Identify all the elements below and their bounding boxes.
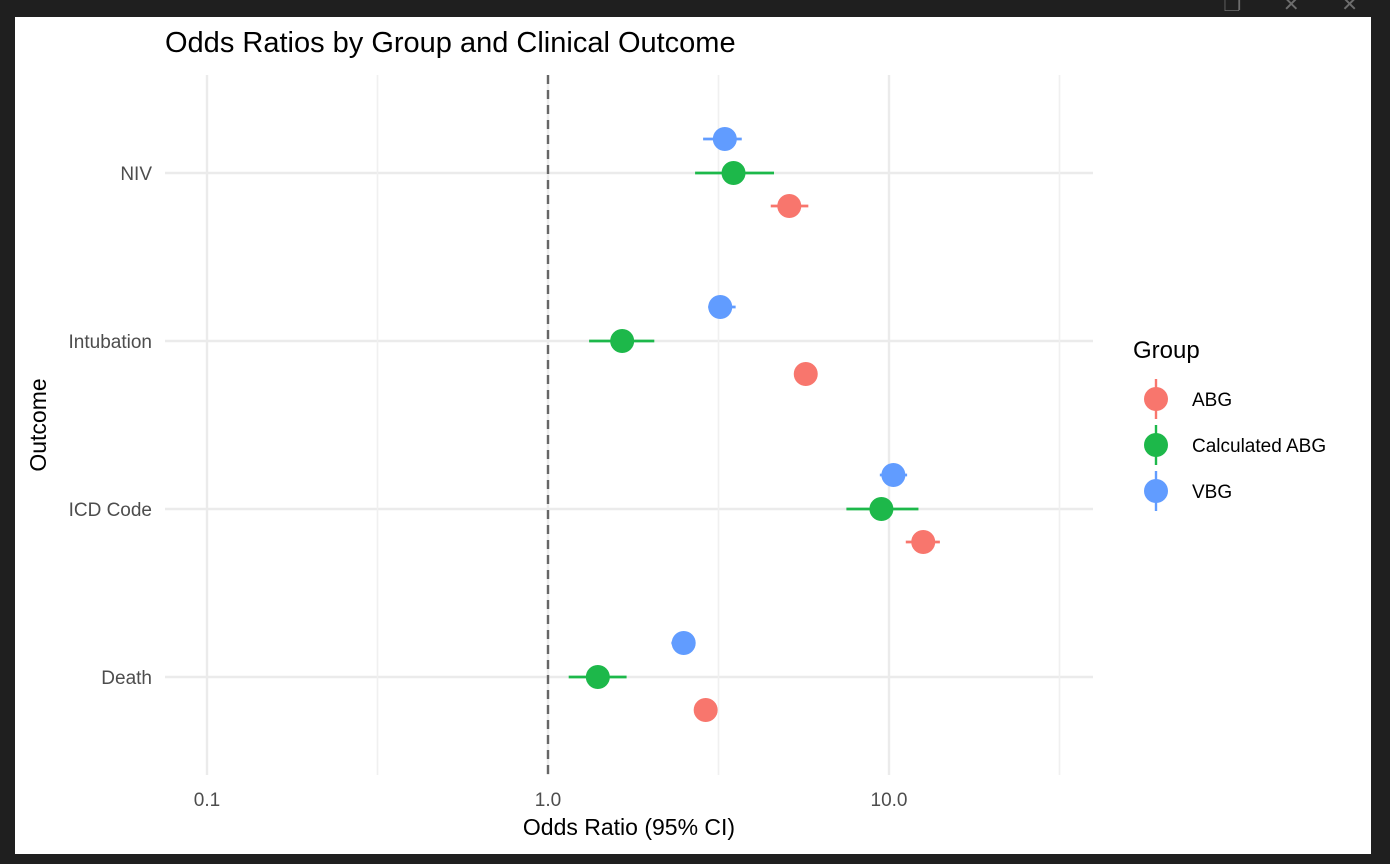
point-vbg-niv bbox=[712, 127, 737, 151]
x-axis-title: Odds Ratio (95% CI) bbox=[523, 814, 735, 840]
point-vbg-intubation bbox=[708, 295, 733, 319]
point-vbg-icd-code bbox=[881, 463, 906, 487]
y-tick-label: Death bbox=[101, 668, 152, 689]
x-tick-label: 1.0 bbox=[535, 790, 561, 811]
legend-key-vbg bbox=[1144, 479, 1168, 503]
data-marks bbox=[568, 127, 940, 722]
grid-lines bbox=[165, 75, 1093, 775]
x-tick-label: 10.0 bbox=[871, 790, 908, 811]
y-tick-label: NIV bbox=[120, 164, 152, 185]
legend-label-vbg: VBG bbox=[1192, 482, 1232, 503]
minimize-icon[interactable]: ✕ bbox=[1282, 0, 1318, 16]
point-abg-icd-code bbox=[911, 530, 936, 554]
y-axis-title: Outcome bbox=[25, 378, 51, 471]
legend-key-abg bbox=[1144, 387, 1168, 411]
legend-key-calculated-abg bbox=[1144, 433, 1168, 457]
chart-title: Odds Ratios by Group and Clinical Outcom… bbox=[165, 27, 736, 59]
point-calculated-abg-icd-code bbox=[869, 497, 894, 521]
legend-label-abg: ABG bbox=[1192, 390, 1232, 411]
chart-svg: NIV Intubation ICD Code Death 0.1 1.0 10.0 Od… bbox=[25, 75, 1326, 840]
point-calculated-abg-niv bbox=[721, 161, 746, 185]
chart-panel: NIV Intubation ICD Code Death 0.1 1.0 10.0 Od… bbox=[15, 17, 1371, 854]
y-tick-label: ICD Code bbox=[69, 500, 152, 521]
point-abg-intubation bbox=[793, 362, 818, 386]
restore-icon[interactable]: ❐ bbox=[1223, 0, 1260, 16]
y-tick-label: Intubation bbox=[69, 332, 152, 353]
point-abg-death bbox=[693, 698, 718, 722]
legend: Group ABG Calculated ABG VBG bbox=[1133, 337, 1326, 511]
x-tick-label: 0.1 bbox=[194, 790, 220, 811]
legend-title: Group bbox=[1133, 337, 1200, 364]
point-vbg-death bbox=[671, 631, 696, 655]
point-calculated-abg-intubation bbox=[610, 329, 635, 353]
x-tick-labels: 0.1 1.0 10.0 bbox=[194, 790, 908, 811]
window-controls: ❐ ✕ ✕ bbox=[1223, 0, 1376, 17]
close-icon[interactable]: ✕ bbox=[1341, 0, 1376, 16]
point-abg-niv bbox=[777, 194, 802, 218]
y-tick-labels: NIV Intubation ICD Code Death bbox=[69, 164, 153, 689]
point-calculated-abg-death bbox=[585, 665, 610, 689]
legend-label-calculated-abg: Calculated ABG bbox=[1192, 436, 1326, 457]
